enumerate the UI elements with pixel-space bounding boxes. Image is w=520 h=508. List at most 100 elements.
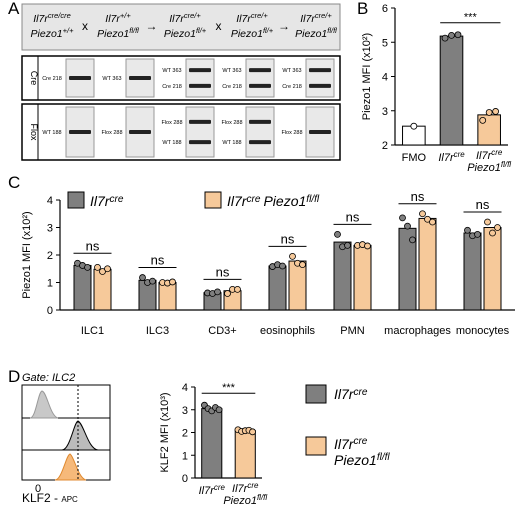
x-tick-part: cre [491, 148, 503, 157]
x-tick-label: CD3+ [208, 325, 236, 337]
significance-label: ns [411, 189, 425, 204]
x-tick-label: macrophages [384, 325, 451, 337]
legend-label-part: fl/fl [306, 194, 320, 205]
genotype-allele: +/+ [63, 26, 74, 35]
data-point [149, 277, 156, 285]
legend-label-part: cre [353, 387, 367, 398]
band-label: WT 363 [222, 68, 241, 74]
legend-swatch [67, 191, 85, 209]
data-point [429, 218, 436, 226]
data-point [215, 406, 223, 414]
bar [73, 264, 92, 311]
panel-label: A [8, 0, 20, 18]
band-label: WT 188 [42, 130, 61, 136]
genotype: Il7r+/+ [105, 11, 131, 25]
bar [439, 35, 464, 146]
bar [93, 268, 112, 311]
gel-band [189, 83, 211, 88]
bar [158, 282, 177, 311]
y-axis-label: Piezo1 MFI (x10²) [21, 211, 33, 298]
data-point [234, 285, 241, 293]
x-tick-label-part: cre [454, 150, 466, 159]
x-tick-label: Piezo1fl/fl [223, 493, 267, 507]
genotype-allele: +/+ [120, 11, 131, 20]
legend-label: Il7rcre [334, 436, 368, 452]
data-point [494, 224, 501, 231]
legend-label-part: Il7r [334, 386, 355, 402]
y-tick-label: 1 [182, 450, 188, 462]
flow-axis-part: KLF2 - [22, 491, 61, 505]
band-label: Cre 218 [282, 84, 302, 90]
legend-label-part: Piezo1 [263, 193, 306, 209]
x-tick-label: Il7rcre [438, 150, 465, 164]
bar [234, 430, 256, 479]
y-tick-label: 2 [182, 428, 188, 440]
genotype: Piezo1fl/+ [231, 26, 274, 40]
data-point [334, 230, 341, 238]
significance-label: ns [216, 264, 230, 279]
data-point [289, 252, 296, 260]
genotype-gene: Il7r [105, 13, 120, 25]
data-point [399, 214, 406, 222]
x-tick-label: Piezo1fl/fl [467, 160, 511, 174]
genotype-gene: Piezo1 [164, 28, 196, 40]
data-point [214, 288, 221, 296]
data-point [279, 262, 286, 270]
data-point [344, 241, 351, 249]
legend-part: Il7r [334, 436, 355, 452]
y-tick-label: 4 [182, 382, 188, 394]
y-tick-label: 0 [182, 473, 188, 485]
x-tick-part: cre [247, 481, 259, 490]
genotype-gene: Piezo1 [295, 28, 327, 40]
bar [201, 408, 223, 479]
y-tick-label: 5 [382, 37, 388, 49]
legend-label-part: Il7r [90, 193, 111, 209]
data-point [409, 236, 416, 244]
legend-label-part: cre [109, 194, 123, 205]
gel-band [249, 68, 271, 73]
genotype-allele: cre/cre [48, 11, 71, 20]
data-point [224, 290, 231, 297]
x-tick-label: FMO [402, 152, 427, 164]
legend-label: Il7rcre [334, 386, 368, 402]
significance-label: *** [464, 12, 478, 24]
legend-label-part: Il7r [227, 193, 248, 209]
significance-label: *** [222, 382, 236, 394]
gel-band [69, 76, 91, 80]
data-point [104, 265, 111, 273]
data-point [441, 34, 449, 42]
bar [353, 244, 372, 311]
data-point [84, 263, 91, 271]
bar [463, 232, 482, 311]
x-tick-part: fl/fl [501, 160, 511, 169]
bar [483, 227, 502, 311]
flow-histogram [29, 390, 59, 419]
bar [288, 260, 307, 311]
significance-label: ns [281, 231, 295, 246]
bar [418, 217, 437, 311]
genotype-allele: cre/+ [315, 11, 333, 20]
genotype-gene: Piezo1 [97, 28, 129, 40]
genotype-gene: Piezo1 [31, 28, 63, 40]
data-point [364, 242, 371, 250]
x-tick-label: ILC1 [81, 325, 104, 337]
y-tick-label: 3 [382, 106, 388, 118]
panel-label: C [8, 173, 20, 192]
x-tick-label: eosinophils [260, 325, 316, 337]
gel-band [129, 130, 151, 134]
x-tick-part: fl/fl [257, 493, 267, 502]
gel-image [305, 58, 335, 98]
significance-label: ns [476, 197, 490, 212]
data-point [419, 210, 426, 218]
cross-symbol: → [278, 19, 290, 33]
cross-symbol: x [82, 19, 88, 33]
genotype: Il7rcre/cre [33, 11, 71, 25]
gel-band [309, 130, 331, 134]
flow-axis-label: KLF2 - APC [22, 491, 78, 505]
genotype-gene: Il7r [236, 13, 251, 25]
legend-label: Il7rcre [90, 193, 124, 209]
genotype-allele: fl/fl [327, 26, 337, 35]
y-axis-label: Piezo1 MFI (x10²) [361, 33, 373, 120]
